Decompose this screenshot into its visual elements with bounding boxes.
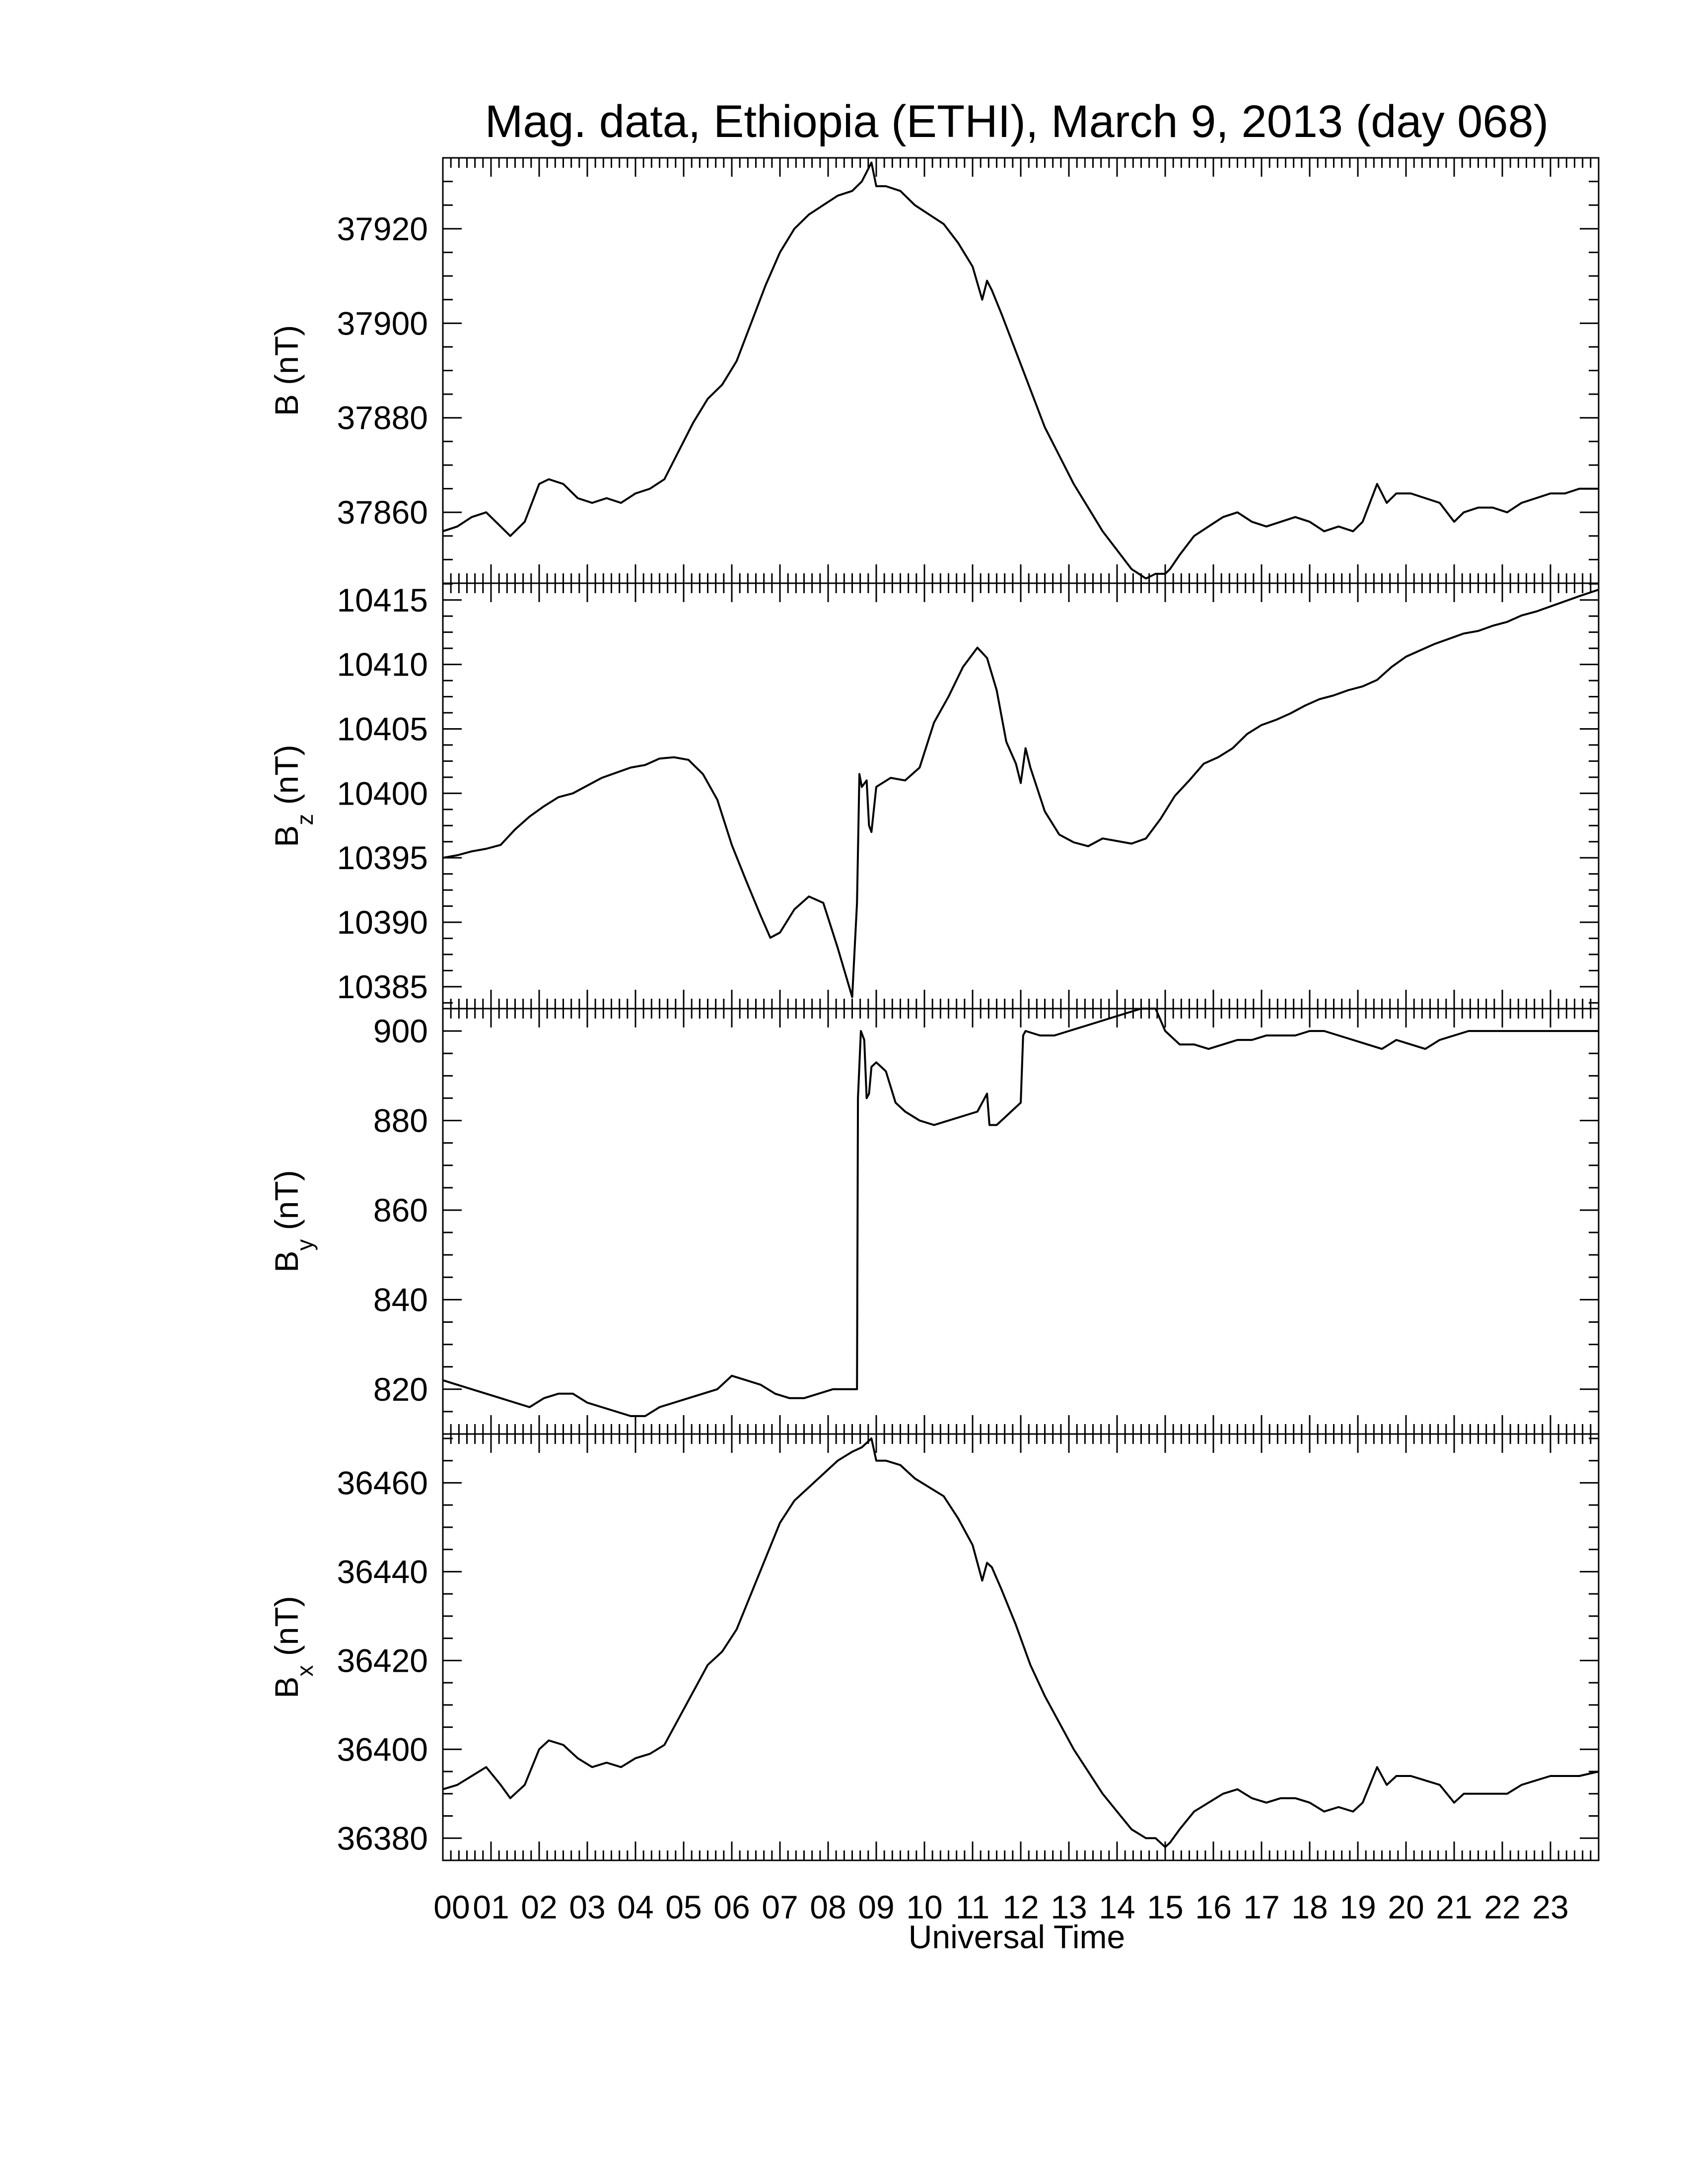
x-tick-label: 11 xyxy=(956,1889,990,1925)
y-tick-label: 10415 xyxy=(337,582,428,618)
y-axis-title-unit: (nT) xyxy=(268,1596,305,1665)
x-tick-label: 14 xyxy=(1099,1889,1135,1925)
y-tick-label: 10400 xyxy=(337,775,428,812)
x-tick-label: 02 xyxy=(521,1889,557,1925)
y-tick-label: 37920 xyxy=(337,210,428,247)
x-tick-label: 03 xyxy=(569,1889,605,1925)
y-axis-title-unit: (nT) xyxy=(268,325,305,394)
x-tick-label: 17 xyxy=(1243,1889,1279,1925)
panel-3: 36380 36400 36420 36440 36460 Bx (nT) xyxy=(268,1433,1600,1861)
y-tick-label: 36400 xyxy=(337,1731,428,1768)
x-tick-label: 01 xyxy=(473,1889,509,1925)
y-tick-label: 820 xyxy=(373,1371,428,1408)
y-axis-title: Bz (nT) xyxy=(268,745,318,847)
panel-1: 10385 10390 10395 10400 10405 10410 10415 Bz (n… xyxy=(268,582,1600,1010)
x-tick-label: 04 xyxy=(617,1889,653,1925)
y-tick-label: 37860 xyxy=(337,494,428,531)
y-axis-title-subscript: y xyxy=(292,1239,318,1251)
y-tick-label: 36420 xyxy=(337,1642,428,1679)
y-axis-title-main: B xyxy=(268,394,305,416)
x-tick-label: 12 xyxy=(1002,1889,1039,1925)
series-line-0 xyxy=(442,161,1599,580)
y-tick-label: 840 xyxy=(373,1281,428,1318)
y-tick-label: 37900 xyxy=(337,305,428,341)
y-tick-label: 860 xyxy=(373,1192,428,1228)
y-axis-title: Bx (nT) xyxy=(268,1596,318,1698)
x-tick-label: 07 xyxy=(762,1889,798,1925)
x-tick-label: 09 xyxy=(858,1889,894,1925)
panel-frame xyxy=(442,1008,1600,1435)
y-tick-label: 10405 xyxy=(337,710,428,747)
series-line-1 xyxy=(442,589,1599,998)
y-tick-label: 36380 xyxy=(337,1820,428,1856)
y-tick-label: 36460 xyxy=(337,1464,428,1501)
x-tick-label: 08 xyxy=(810,1889,846,1925)
y-tick-label: 10385 xyxy=(337,968,428,1005)
y-tick-label: 900 xyxy=(373,1013,428,1049)
x-tick-label: 00 xyxy=(433,1889,470,1925)
y-tick-label: 880 xyxy=(373,1102,428,1139)
x-tick-label: 15 xyxy=(1147,1889,1183,1925)
y-axis-title-subscript: z xyxy=(292,814,318,825)
x-tick-label: 05 xyxy=(665,1889,702,1925)
y-axis-title-unit: (nT) xyxy=(268,745,305,814)
y-axis-title-main: B xyxy=(268,825,305,847)
x-axis: 00 01 02 03 04 05 06 07 08 09 10 11 12 13 14 15 16 17 18 19… xyxy=(433,1889,1568,1925)
y-tick-label: 36440 xyxy=(337,1553,428,1590)
x-tick-label: 22 xyxy=(1484,1889,1520,1925)
panel-frame xyxy=(442,1433,1600,1861)
panel-frame xyxy=(442,157,1600,584)
x-tick-label: 20 xyxy=(1388,1889,1424,1925)
x-axis-title: Universal Time xyxy=(909,1918,1125,1955)
x-tick-label: 19 xyxy=(1339,1889,1376,1925)
y-tick-label: 37880 xyxy=(337,400,428,436)
panel-2: 820 840 860 880 900 By (nT) xyxy=(268,1008,1600,1435)
y-axis-title-main: B xyxy=(268,1251,305,1273)
panel-0: 37860 37880 37900 37920 B (nT) xyxy=(268,157,1600,584)
x-tick-label: 13 xyxy=(1051,1889,1087,1925)
y-axis-title: B (nT) xyxy=(268,325,305,416)
y-axis-title-subscript: x xyxy=(292,1665,318,1677)
y-tick-label: 10395 xyxy=(337,839,428,876)
x-tick-label: 23 xyxy=(1532,1889,1568,1925)
x-tick-label: 10 xyxy=(906,1889,942,1925)
y-axis-title-main: B xyxy=(268,1677,305,1699)
y-axis-title: By (nT) xyxy=(268,1170,318,1272)
x-tick-label: 21 xyxy=(1436,1889,1472,1925)
series-line-2 xyxy=(442,1008,1599,1417)
y-axis-title-unit: (nT) xyxy=(268,1170,305,1239)
panels-group: 37860 37880 37900 37920 B (nT) 10385 10390 1039… xyxy=(268,157,1600,1861)
series-line-3 xyxy=(442,1437,1599,1848)
x-tick-label: 18 xyxy=(1291,1889,1328,1925)
x-tick-label: 16 xyxy=(1195,1889,1231,1925)
x-tick-label: 06 xyxy=(713,1889,750,1925)
chart-title: Mag. data, Ethiopia (ETHI), March 9, 201… xyxy=(485,96,1549,147)
y-tick-label: 10390 xyxy=(337,904,428,941)
y-tick-label: 10410 xyxy=(337,646,428,683)
